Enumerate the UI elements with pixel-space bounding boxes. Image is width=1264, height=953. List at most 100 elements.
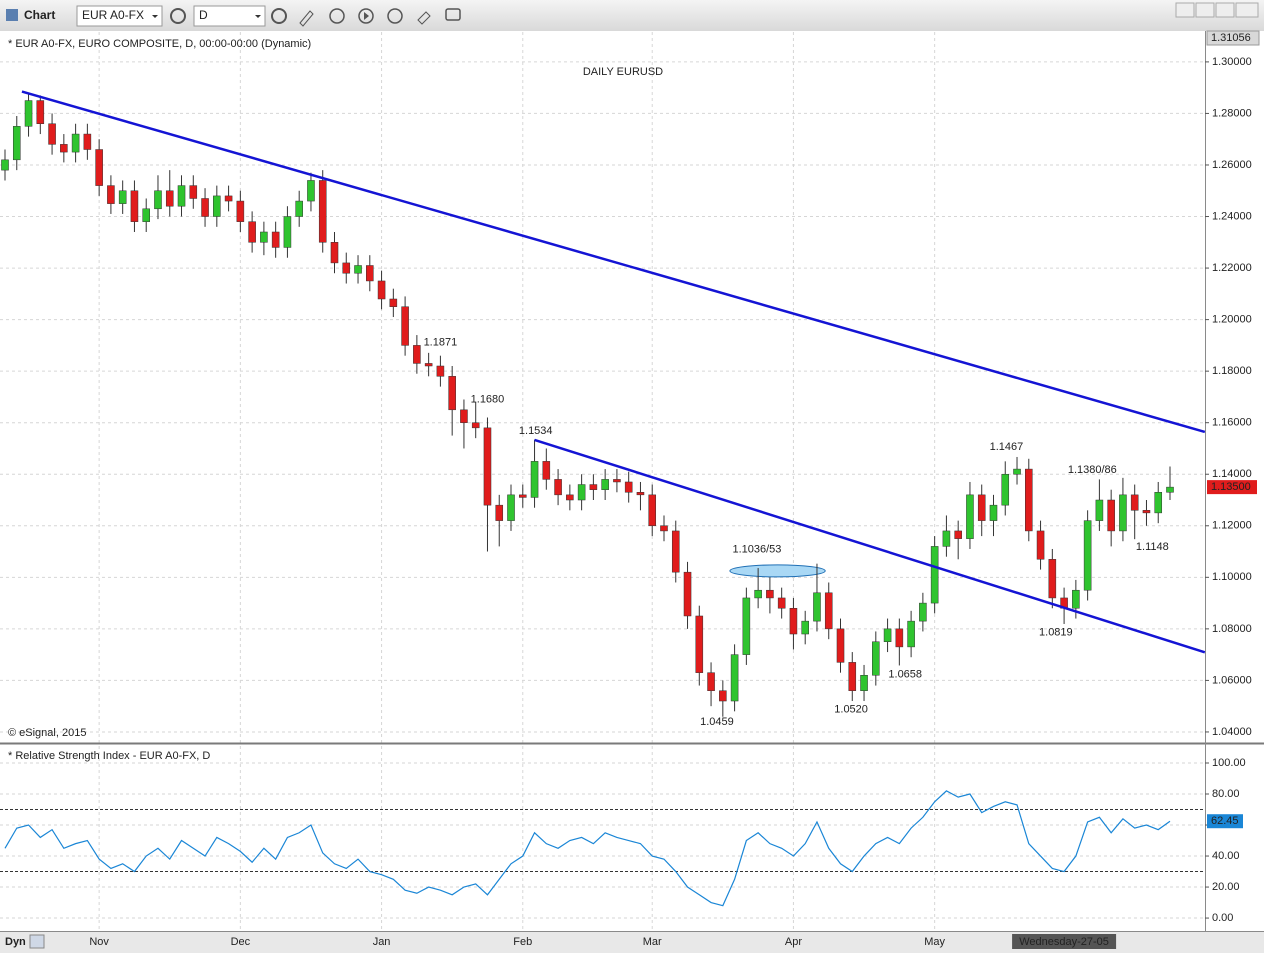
candle-body bbox=[801, 620, 809, 635]
candle-body bbox=[1154, 492, 1163, 514]
annotation: 1.1680 bbox=[471, 394, 505, 406]
app-icon bbox=[6, 9, 18, 21]
toolbar bbox=[0, 0, 1264, 31]
candle-body bbox=[413, 345, 421, 364]
annotation: 1.1380/86 bbox=[1068, 464, 1117, 476]
interval[interactable]: D bbox=[199, 8, 208, 22]
candle-body bbox=[1001, 473, 1010, 506]
x-tick-label: May bbox=[924, 936, 945, 948]
candle-body bbox=[683, 571, 692, 617]
dropdown-arrow[interactable] bbox=[255, 15, 261, 18]
window-maximize[interactable] bbox=[1215, 2, 1235, 18]
last-value-label: 62.45 bbox=[1211, 815, 1239, 827]
candle-body bbox=[660, 525, 668, 532]
candle-body bbox=[495, 504, 504, 521]
candle-body bbox=[707, 672, 715, 691]
candle-body bbox=[130, 190, 139, 222]
y-tick-label: 20.00 bbox=[1212, 881, 1240, 893]
candle-body bbox=[1013, 468, 1021, 475]
y-tick-label: 1.12000 bbox=[1212, 520, 1252, 532]
candle-body bbox=[224, 195, 233, 202]
candle-body bbox=[201, 198, 209, 217]
candle-body bbox=[589, 484, 598, 490]
candle-body bbox=[836, 628, 845, 663]
mode-label[interactable]: Dyn bbox=[5, 936, 26, 948]
y-tick-label: 1.24000 bbox=[1212, 210, 1252, 222]
window-minimize[interactable] bbox=[1175, 2, 1195, 18]
alert-button[interactable] bbox=[387, 8, 403, 24]
candle-body bbox=[1025, 468, 1033, 532]
candle-body bbox=[330, 242, 339, 264]
candle-body bbox=[271, 231, 280, 248]
rsi-line bbox=[4, 790, 1171, 907]
candle-body bbox=[942, 530, 951, 547]
candle-body bbox=[966, 494, 974, 539]
play-button[interactable] bbox=[358, 8, 374, 24]
annotation: 1.1871 bbox=[424, 337, 458, 349]
y-tick-label: 1.04000 bbox=[1212, 726, 1252, 738]
candle-body bbox=[542, 461, 551, 480]
candle-body bbox=[83, 133, 92, 150]
window-restore[interactable] bbox=[1195, 2, 1215, 18]
x-tick-label: Apr bbox=[785, 936, 802, 948]
candle-body bbox=[177, 185, 186, 207]
candle-body bbox=[460, 409, 468, 423]
symbol-box[interactable] bbox=[76, 5, 163, 27]
cursor-label: Wednesday-27-05 bbox=[1019, 936, 1109, 948]
interval-box[interactable] bbox=[193, 5, 266, 27]
window-close[interactable] bbox=[1235, 2, 1259, 18]
candle-body bbox=[989, 504, 998, 521]
candle-body bbox=[930, 546, 939, 604]
candle-body bbox=[1048, 559, 1057, 599]
candle-body bbox=[1166, 486, 1174, 493]
candle-body bbox=[154, 190, 162, 210]
candle-body bbox=[60, 144, 68, 153]
candle-body bbox=[860, 675, 868, 691]
y-tick-label: 1.06000 bbox=[1212, 674, 1252, 686]
y-tick-label: 40.00 bbox=[1212, 850, 1240, 862]
dropdown-arrow[interactable] bbox=[152, 15, 158, 18]
candle-body bbox=[448, 376, 456, 411]
y-tick-label: 100.00 bbox=[1212, 757, 1246, 769]
candle-body bbox=[671, 530, 680, 573]
candle-body bbox=[895, 628, 904, 648]
candle-body bbox=[883, 628, 892, 642]
candle-body bbox=[777, 597, 786, 609]
comment-button[interactable] bbox=[445, 8, 461, 21]
y-tick-label: 1.28000 bbox=[1212, 107, 1252, 119]
time-button[interactable] bbox=[271, 8, 287, 24]
candle-body bbox=[377, 280, 386, 300]
last-price-badge bbox=[1207, 480, 1257, 495]
y-tick-label: 1.22000 bbox=[1212, 262, 1252, 274]
annotation: 1.1534 bbox=[519, 425, 553, 437]
candle-body bbox=[613, 479, 621, 483]
mode-icon[interactable] bbox=[29, 934, 45, 949]
candle-body bbox=[260, 231, 268, 243]
candle-body bbox=[389, 298, 398, 307]
annotation: 1.0819 bbox=[1039, 627, 1073, 639]
candle-body bbox=[95, 149, 103, 186]
symbol[interactable]: EUR A0-FX bbox=[82, 8, 144, 22]
candle-body bbox=[601, 479, 609, 490]
tag-button[interactable] bbox=[417, 11, 431, 25]
y-tick-label: 1.20000 bbox=[1212, 314, 1252, 326]
study-button[interactable] bbox=[329, 8, 345, 24]
trend-line bbox=[534, 438, 1206, 654]
highlight-ellipse bbox=[729, 564, 826, 578]
candle-body bbox=[919, 602, 927, 622]
candle-body bbox=[1107, 499, 1115, 532]
annotation: 1.1148 bbox=[1136, 541, 1169, 553]
candle-body bbox=[213, 195, 221, 217]
candle-body bbox=[471, 422, 480, 429]
draw-button[interactable] bbox=[299, 10, 314, 27]
candle-body bbox=[71, 133, 80, 153]
candle-body bbox=[1130, 494, 1139, 511]
candle-body bbox=[24, 100, 33, 127]
y-tick-label: 0.00 bbox=[1212, 912, 1233, 924]
candle-body bbox=[366, 265, 374, 282]
candle-body bbox=[436, 365, 445, 377]
trend-line bbox=[21, 90, 1206, 434]
time-axis bbox=[0, 931, 1264, 953]
settings-button[interactable] bbox=[170, 8, 186, 24]
